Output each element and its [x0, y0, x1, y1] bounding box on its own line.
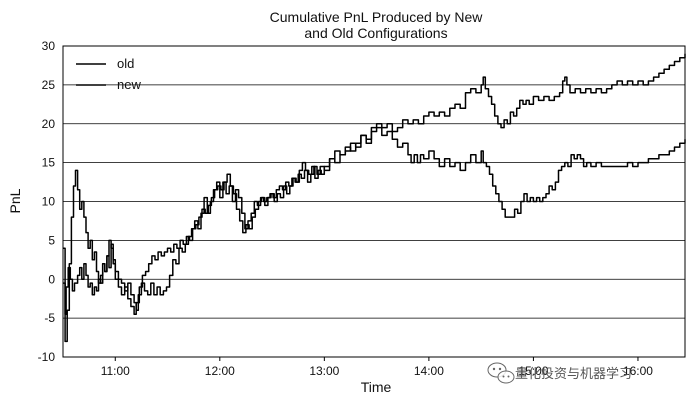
y-tick-label: 0 [48, 272, 55, 286]
x-tick-label: 16:00 [623, 364, 653, 378]
x-axis-label: Time [361, 379, 392, 395]
y-tick-label: 30 [42, 39, 56, 53]
series-line-new [63, 126, 686, 343]
chart-title-line-2: and Old Configurations [304, 25, 447, 41]
y-axis-ticks: 30 25 20 15 10 5 0 -5 -10 [38, 39, 56, 364]
legend-label-old: old [117, 56, 134, 71]
x-axis-ticks: 11:00 12:00 13:00 14:00 15:00 16:00 [101, 357, 653, 378]
y-tick-label: 10 [42, 195, 56, 209]
y-tick-label: -10 [38, 350, 56, 364]
legend: old new [76, 56, 141, 92]
y-tick-label: 25 [42, 78, 56, 92]
series-line-old [63, 53, 686, 315]
watermark: 量化投资与机器学习 [487, 362, 632, 384]
chart-title-line-1: Cumulative PnL Produced by New [270, 9, 484, 25]
x-tick-label: 13:00 [309, 364, 339, 378]
watermark-text: 量化投资与机器学习 [515, 366, 632, 381]
x-tick-label: 14:00 [414, 364, 444, 378]
legend-label-new: new [117, 77, 141, 92]
x-tick-label: 11:00 [101, 364, 130, 378]
y-axis-label: PnL [7, 188, 23, 213]
y-tick-label: -5 [44, 311, 55, 325]
wechat-icon [487, 362, 515, 384]
y-tick-label: 5 [48, 233, 55, 247]
x-tick-label: 15:00 [518, 364, 548, 378]
gridlines [63, 84, 685, 319]
y-tick-label: 20 [42, 117, 56, 131]
x-tick-label: 12:00 [205, 364, 235, 378]
series-lines [63, 53, 686, 343]
y-tick-label: 15 [42, 156, 56, 170]
